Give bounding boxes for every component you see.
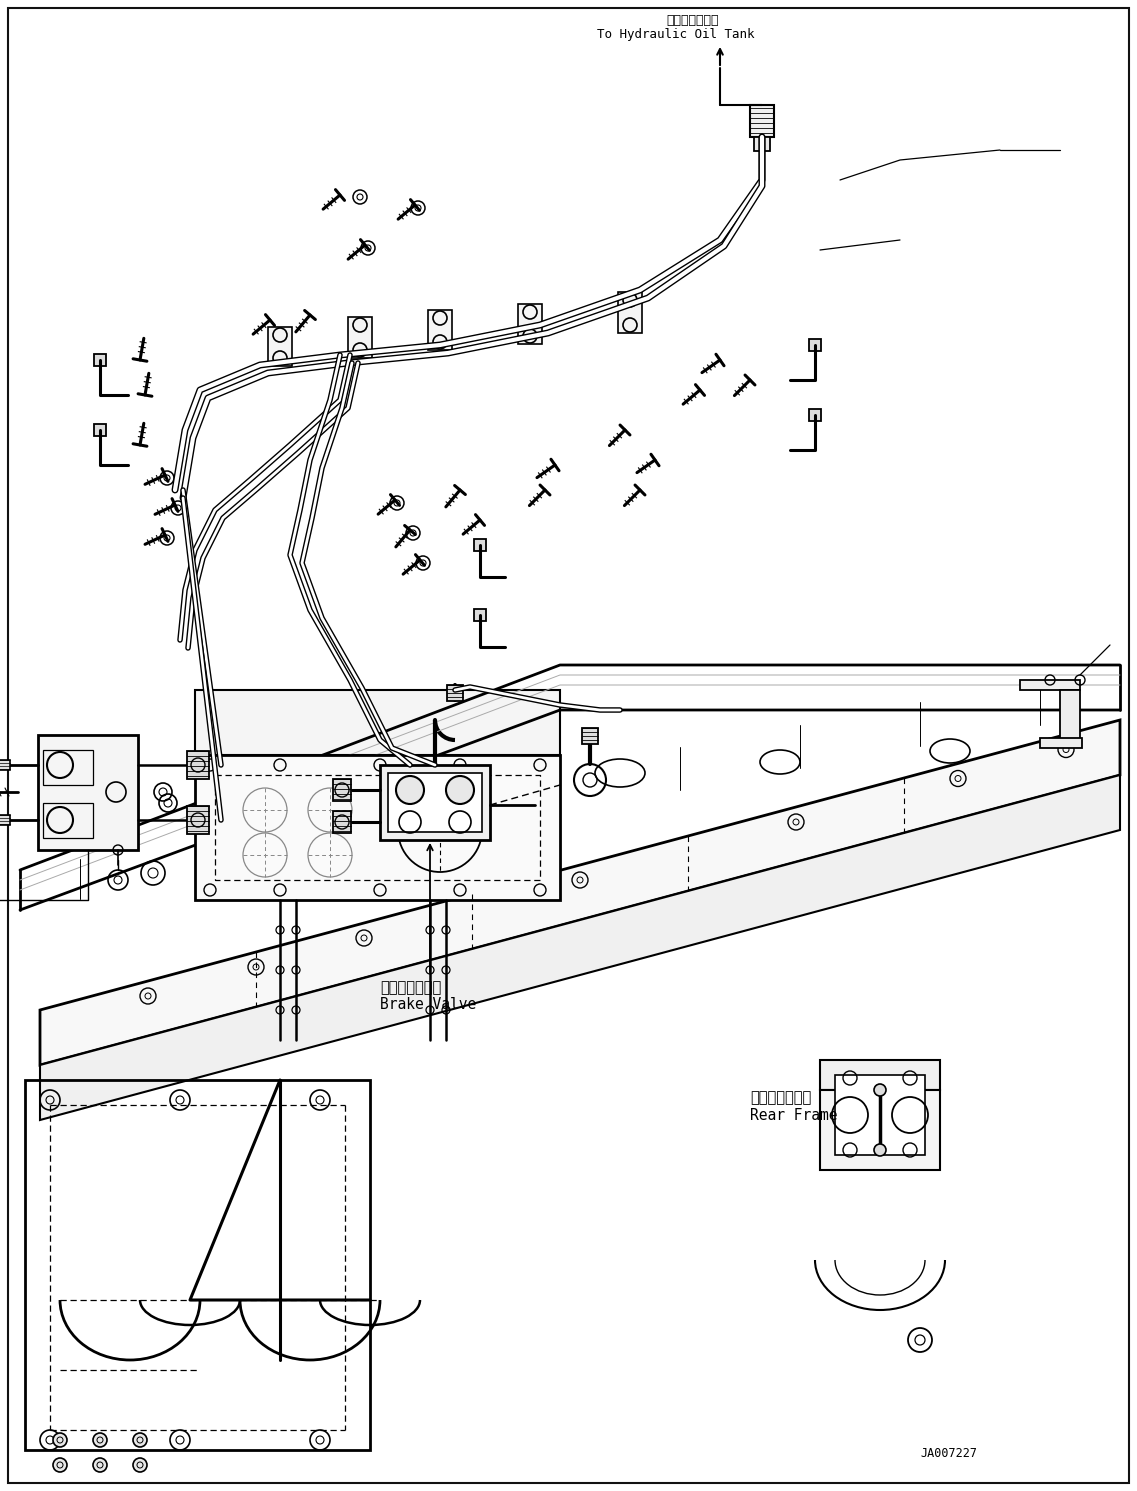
Text: Rear Frame: Rear Frame xyxy=(750,1108,838,1123)
Bar xyxy=(1060,690,1080,740)
Circle shape xyxy=(446,775,474,804)
Bar xyxy=(1020,680,1080,690)
Bar xyxy=(810,338,821,350)
Circle shape xyxy=(53,1433,67,1446)
Bar xyxy=(333,811,351,833)
Bar xyxy=(0,760,10,769)
Bar xyxy=(754,137,770,151)
Circle shape xyxy=(396,775,424,804)
Bar xyxy=(835,1075,926,1156)
Circle shape xyxy=(133,1433,147,1446)
Bar xyxy=(25,1079,370,1451)
Bar xyxy=(94,353,106,365)
Polygon shape xyxy=(40,720,1120,1065)
Bar xyxy=(43,804,93,838)
Bar xyxy=(186,751,209,778)
Bar xyxy=(1040,738,1082,748)
Bar xyxy=(196,754,561,901)
Bar xyxy=(474,540,485,552)
Bar xyxy=(518,304,542,344)
Bar xyxy=(820,1090,940,1170)
Bar xyxy=(348,318,372,358)
Bar xyxy=(333,778,351,801)
Text: Brake Valve: Brake Valve xyxy=(380,997,476,1012)
Bar xyxy=(447,684,463,701)
Bar xyxy=(474,608,485,620)
Bar xyxy=(380,765,490,839)
Bar xyxy=(820,1060,940,1090)
Bar xyxy=(810,409,821,420)
Text: To Hydraulic Oil Tank: To Hydraulic Oil Tank xyxy=(597,28,755,40)
Text: 作動油タンクへ: 作動油タンクへ xyxy=(666,13,720,27)
Bar xyxy=(268,327,292,365)
Circle shape xyxy=(133,1458,147,1472)
Bar xyxy=(38,735,138,850)
Circle shape xyxy=(874,1084,886,1096)
Bar xyxy=(94,423,106,435)
Polygon shape xyxy=(40,775,1120,1120)
Bar xyxy=(428,310,453,350)
Bar xyxy=(388,772,482,832)
Text: ブレーキバルブ: ブレーキバルブ xyxy=(380,980,441,994)
Bar xyxy=(43,750,93,784)
Polygon shape xyxy=(196,690,561,754)
Circle shape xyxy=(874,1144,886,1156)
Circle shape xyxy=(93,1433,107,1446)
Text: リヤーフレーム: リヤーフレーム xyxy=(750,1090,812,1105)
Bar xyxy=(750,104,774,137)
Circle shape xyxy=(53,1458,67,1472)
Bar xyxy=(582,728,598,744)
Text: JA007227: JA007227 xyxy=(920,1446,977,1460)
Bar xyxy=(186,807,209,833)
Circle shape xyxy=(93,1458,107,1472)
Bar xyxy=(0,816,10,825)
Bar xyxy=(619,292,642,332)
